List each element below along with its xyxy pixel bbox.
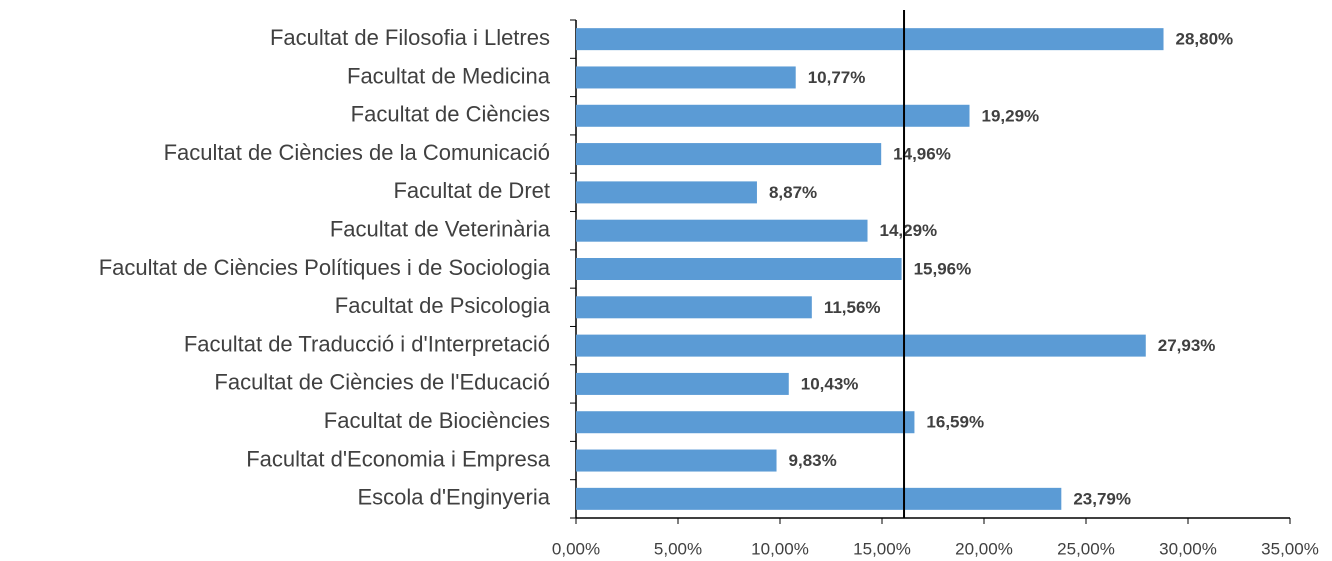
x-tick-label: 25,00% [1057, 539, 1115, 558]
bar [576, 28, 1164, 51]
x-tick-label: 5,00% [654, 539, 702, 558]
x-tick-label: 0,00% [552, 539, 600, 558]
bar [576, 411, 915, 434]
y-tick-label: Facultat de Traducció i d'Interpretació [184, 331, 550, 356]
bar [576, 66, 796, 89]
data-label: 9,83% [789, 451, 837, 470]
y-tick-label: Facultat de Ciències de la Comunicació [164, 140, 550, 165]
bar [576, 258, 902, 280]
data-label: 10,43% [801, 374, 859, 393]
y-tick-label: Facultat de Filosofia i Lletres [270, 25, 550, 50]
x-tick-label: 30,00% [1159, 539, 1217, 558]
y-tick-label: Facultat de Veterinària [330, 217, 551, 242]
data-label: 8,87% [769, 183, 817, 202]
y-tick-label: Facultat d'Economia i Empresa [246, 446, 551, 471]
data-label: 16,59% [926, 413, 984, 432]
data-label: 28,80% [1176, 30, 1234, 49]
bar [576, 181, 757, 204]
bar [576, 372, 789, 395]
bar [576, 296, 812, 319]
x-tick-label: 10,00% [751, 539, 809, 558]
x-tick-label: 15,00% [853, 539, 911, 558]
data-label: 14,29% [880, 221, 938, 240]
bar [576, 334, 1146, 357]
y-tick-label: Facultat de Ciències de l'Educació [214, 370, 550, 395]
y-tick-label: Facultat de Psicologia [335, 293, 551, 318]
data-label: 19,29% [982, 106, 1040, 125]
data-label: 11,56% [824, 298, 881, 317]
x-tick-label: 20,00% [955, 539, 1013, 558]
data-label: 10,77% [808, 68, 866, 87]
bar [576, 219, 868, 242]
bar [576, 449, 777, 472]
bar [576, 487, 1062, 510]
y-tick-label: Facultat de Ciències Polítiques i de Soc… [99, 255, 551, 280]
y-tick-label: Escola d'Enginyeria [357, 485, 550, 510]
y-tick-label: Facultat de Biociències [324, 408, 550, 433]
data-label: 15,96% [914, 259, 972, 278]
x-tick-label: 35,00% [1261, 539, 1319, 558]
bar [576, 143, 882, 166]
y-tick-label: Facultat de Dret [393, 178, 550, 203]
y-tick-label: Facultat de Ciències [351, 102, 550, 127]
data-label: 14,96% [893, 145, 951, 164]
data-label: 27,93% [1158, 336, 1216, 355]
y-tick-label: Facultat de Medicina [347, 63, 551, 88]
data-label: 23,79% [1073, 489, 1131, 508]
bar [576, 104, 970, 127]
